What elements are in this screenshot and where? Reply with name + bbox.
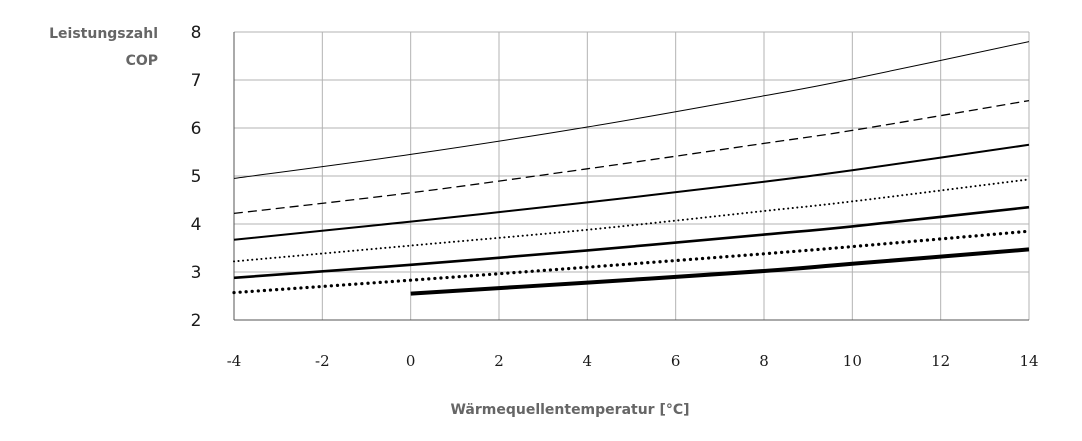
y-tick-label: 2 [191, 311, 202, 331]
series-line-4 [233, 178, 1030, 263]
y-tick-labels: 2 3 4 5 6 7 8 [191, 23, 202, 331]
x-tick-label: 6 [671, 352, 681, 370]
grid [233, 31, 1030, 321]
x-tick-labels: -4 -2 0 2 4 6 8 10 12 14 [227, 352, 1039, 370]
x-tick-label: 14 [1019, 352, 1038, 370]
x-axis-label: Wärmequellentemperatur [°C] [450, 402, 689, 418]
y-tick-label: 7 [191, 71, 202, 91]
y-axis-label-line-2: COP [126, 53, 158, 69]
y-tick-label: 6 [191, 119, 202, 139]
y-tick-label: 3 [191, 263, 202, 283]
x-tick-label: 10 [843, 352, 862, 370]
series-line-6 [232, 229, 1031, 295]
x-tick-label: 2 [494, 352, 504, 370]
x-tick-label: 4 [583, 352, 593, 370]
series-line-7 [410, 247, 1030, 296]
y-tick-label: 5 [191, 167, 202, 187]
x-tick-label: 12 [931, 352, 950, 370]
series-lines [232, 41, 1031, 296]
x-tick-label: 8 [759, 352, 769, 370]
y-tick-label: 4 [191, 215, 202, 235]
x-tick-label: -4 [227, 352, 242, 370]
y-tick-label: 8 [191, 23, 202, 43]
x-tick-label: 0 [406, 352, 416, 370]
series-line-3 [233, 143, 1030, 241]
series-line-5 [233, 205, 1030, 280]
y-axis-label-line-1: Leistungszahl [49, 26, 158, 42]
series-line-1 [233, 41, 1030, 179]
series-line-2 [233, 99, 1030, 215]
x-tick-label: -2 [315, 352, 330, 370]
